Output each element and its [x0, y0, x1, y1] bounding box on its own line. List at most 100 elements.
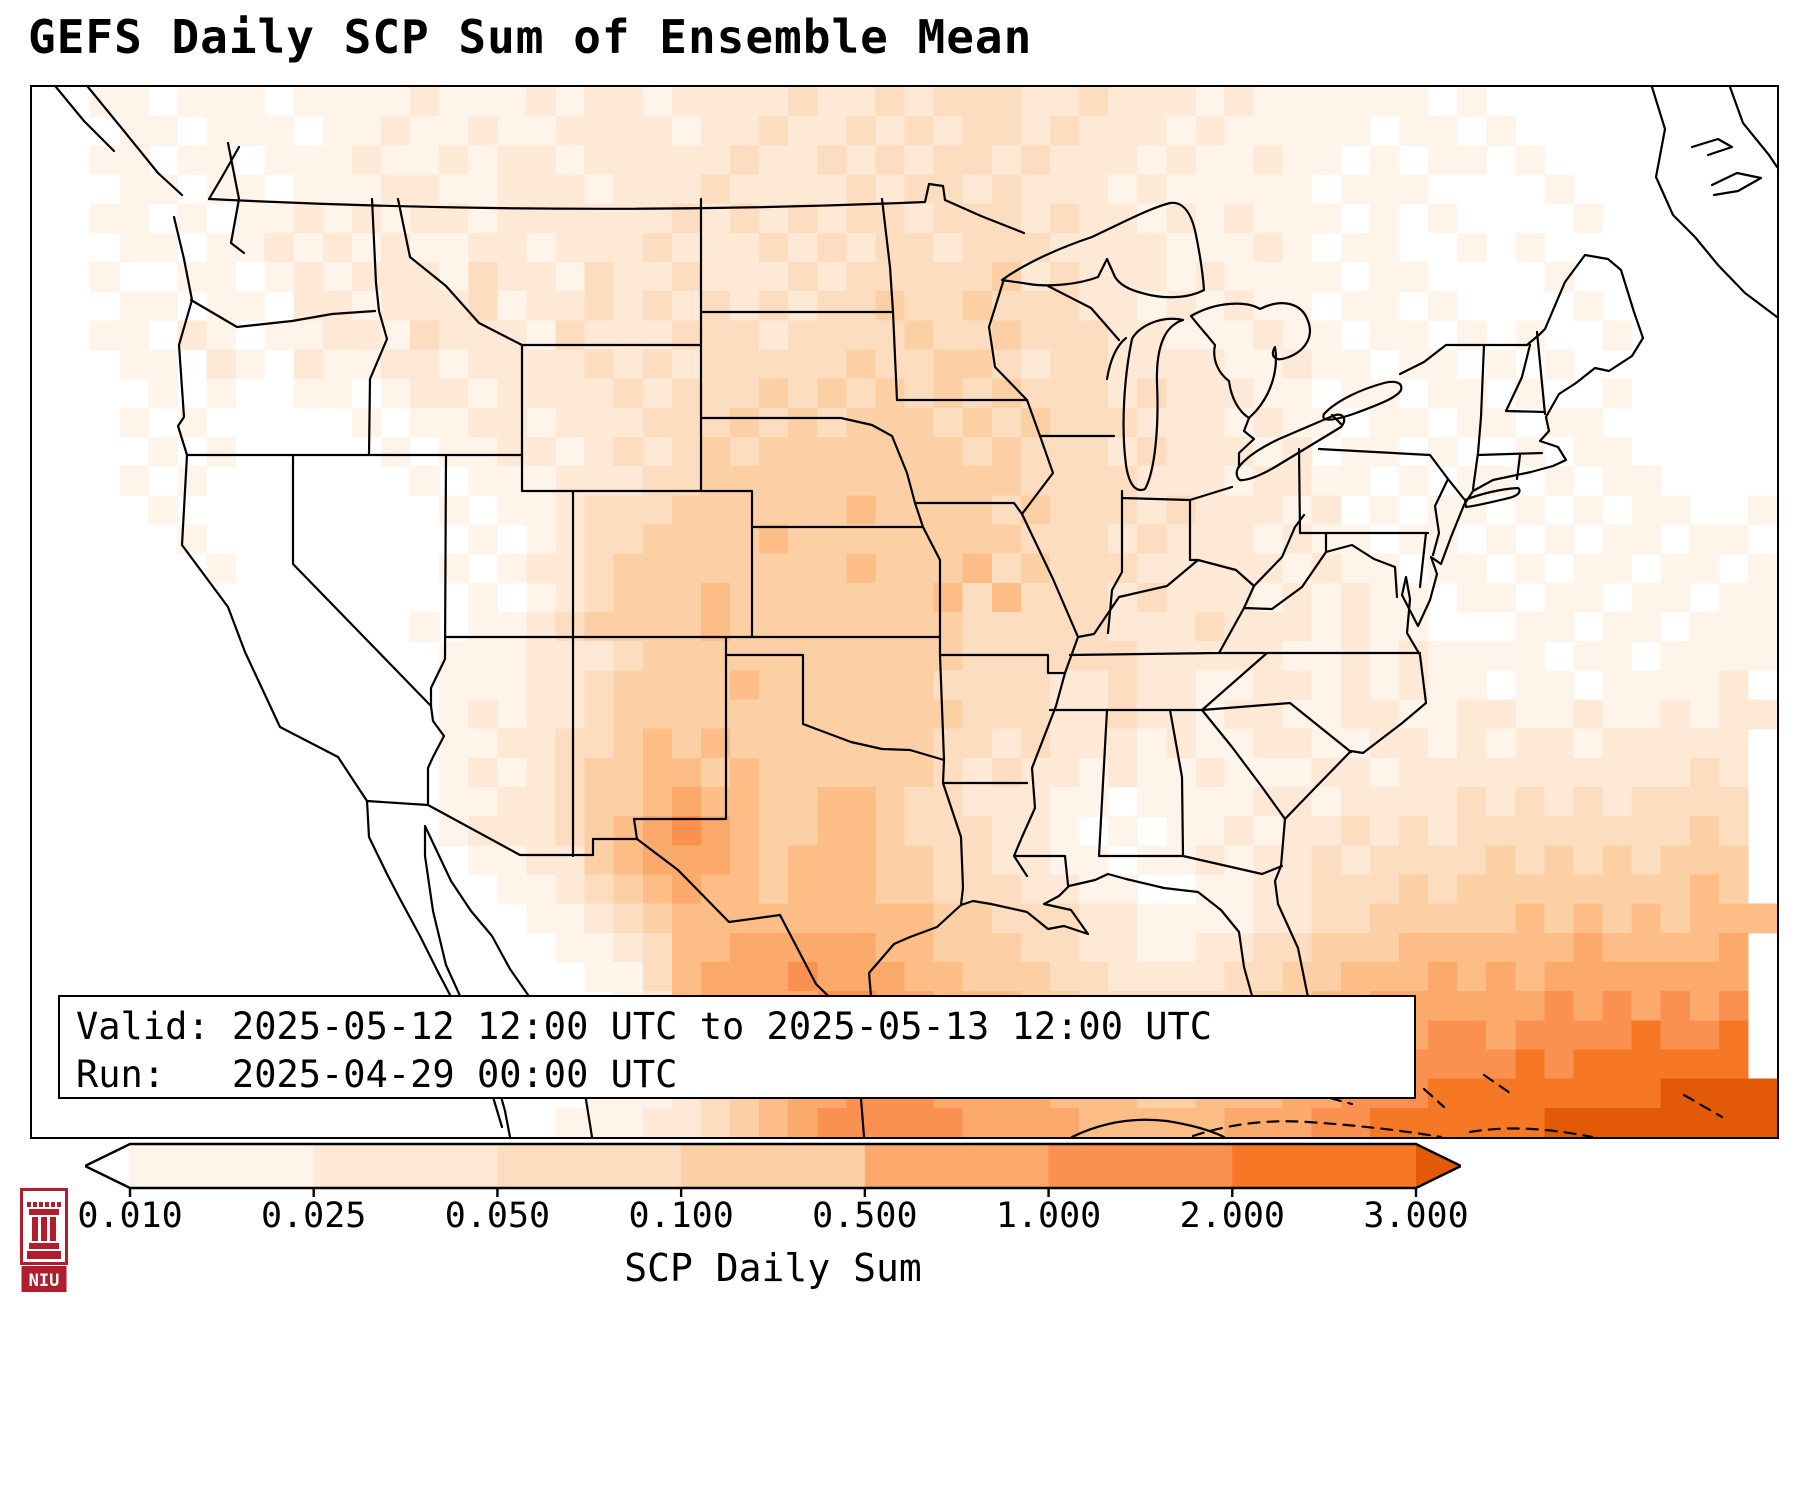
- heatmap-cell: [1020, 932, 1051, 963]
- heatmap-cell: [759, 845, 789, 876]
- lake-michigan: [1122, 317, 1185, 492]
- heatmap-cell: [642, 291, 673, 321]
- heatmap-cell: [962, 466, 993, 496]
- heatmap-cell: [584, 962, 615, 992]
- heatmap-cell: [991, 962, 1022, 992]
- heatmap-cell: [584, 145, 615, 176]
- heatmap-cell: [1253, 553, 1284, 584]
- heatmap-cell: [1602, 991, 1633, 1021]
- heatmap-cell: [1573, 816, 1604, 846]
- heatmap-cell: [1195, 203, 1226, 234]
- heatmap-cell: [1369, 291, 1400, 321]
- heatmap-cell: [1340, 816, 1371, 846]
- heatmap-cell: [1020, 262, 1051, 292]
- heatmap-cell: [1108, 932, 1138, 963]
- heatmap-cell: [1282, 612, 1313, 642]
- heatmap-cell: [410, 203, 440, 234]
- heatmap-cell: [1369, 874, 1400, 905]
- heatmap-cell: [1486, 582, 1516, 613]
- heatmap-cell: [904, 845, 935, 876]
- heatmap-cell: [1689, 816, 1720, 846]
- heatmap-cell: [904, 670, 935, 701]
- heatmap-cell: [933, 349, 964, 380]
- heatmap-cell: [555, 903, 586, 934]
- yucatan-coast: [1070, 1118, 1226, 1137]
- heatmap-cell: [875, 174, 906, 205]
- heatmap-cell: [1428, 116, 1458, 146]
- heatmap-cell: [613, 291, 644, 321]
- heatmap-cell: [1166, 466, 1196, 496]
- heatmap-cell: [1253, 670, 1284, 701]
- heatmap-cell: [1428, 728, 1458, 759]
- heatmap-cell: [1457, 787, 1487, 817]
- heatmap-cell: [1224, 787, 1255, 817]
- heatmap-cell: [1049, 407, 1080, 438]
- state-borders-newengland: [1471, 330, 1547, 491]
- heatmap-cell: [119, 291, 149, 321]
- heatmap-cell: [730, 116, 760, 146]
- heatmap-cell: [1340, 349, 1371, 380]
- heatmap-cell: [730, 874, 760, 905]
- heatmap-cell: [497, 262, 528, 292]
- heatmap-cell: [1311, 962, 1342, 992]
- heatmap-cell: [991, 612, 1022, 642]
- heatmap-cell: [1166, 174, 1196, 205]
- heatmap-cell: [1515, 670, 1545, 701]
- heatmap-cell: [1369, 495, 1400, 526]
- heatmap-cell: [1457, 962, 1487, 992]
- heatmap-cell: [1282, 378, 1313, 409]
- heatmap-cell: [700, 320, 731, 351]
- heatmap-cell: [1224, 466, 1255, 496]
- heatmap-cell: [1137, 262, 1167, 292]
- heatmap-cell: [497, 757, 528, 788]
- heatmap-cell: [1195, 1107, 1226, 1137]
- heatmap-cell: [1195, 757, 1226, 788]
- heatmap-cell: [1457, 670, 1487, 701]
- heatmap-cell: [1224, 699, 1255, 730]
- heatmap-cell: [817, 845, 847, 876]
- heatmap-cell: [468, 232, 498, 263]
- heatmap-cell: [846, 203, 877, 234]
- heatmap-cell: [1137, 524, 1167, 555]
- heatmap-cell: [1079, 320, 1109, 351]
- heatmap-cell: [1486, 1049, 1516, 1080]
- heatmap-cell: [1195, 612, 1226, 642]
- heatmap-cell: [1137, 145, 1167, 176]
- heatmap-cell: [1486, 524, 1516, 555]
- heatmap-cell: [497, 816, 528, 846]
- heatmap-cell: [1079, 349, 1109, 380]
- heatmap-cell: [1428, 291, 1458, 321]
- heatmap-cell: [555, 524, 586, 555]
- heatmap-cell: [1602, 874, 1633, 905]
- heatmap-cell: [526, 174, 557, 205]
- heatmap-cell: [991, 787, 1022, 817]
- heatmap-cell: [1544, 757, 1575, 788]
- heatmap-cell: [119, 466, 149, 496]
- heatmap-cell: [526, 87, 557, 117]
- heatmap-cell: [351, 203, 382, 234]
- heatmap-cell: [1573, 407, 1604, 438]
- heatmap-cell: [468, 524, 498, 555]
- heatmap-cell: [1631, 1107, 1662, 1137]
- heatmap-cell: [1515, 495, 1545, 526]
- heatmap-cell: [991, 349, 1022, 380]
- heatmap-cell: [759, 962, 789, 992]
- heatmap-cell: [788, 787, 818, 817]
- heatmap-cell: [1689, 699, 1720, 730]
- heatmap-cell: [1253, 962, 1284, 992]
- heatmap-cell: [1369, 757, 1400, 788]
- heatmap-cell: [1020, 378, 1051, 409]
- heatmap-cell: [933, 437, 964, 467]
- heatmap-cell: [788, 145, 818, 176]
- heatmap-cell: [1311, 816, 1342, 846]
- heatmap-cell: [322, 378, 353, 409]
- heatmap-cell: [1602, 466, 1633, 496]
- heatmap-cell: [497, 670, 528, 701]
- heatmap-cell: [555, 262, 586, 292]
- heatmap-cell: [1282, 787, 1313, 817]
- heatmap-cell: [1340, 553, 1371, 584]
- heatmap-cell: [1253, 874, 1284, 905]
- heatmap-cell: [381, 174, 411, 205]
- heatmap-cell: [1340, 466, 1371, 496]
- long-island-coast: [1463, 486, 1521, 509]
